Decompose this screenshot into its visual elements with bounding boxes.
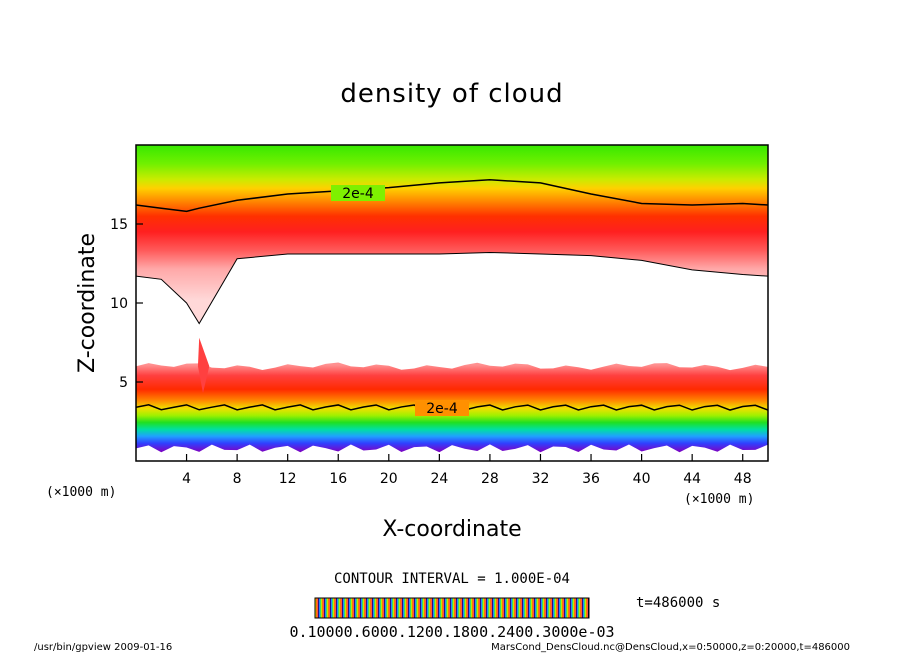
colorbar-labels: 0.10000.6000.1200.1800.2400.3000e-03 — [289, 623, 614, 641]
plot-area: 2e-4 2e-4 — [136, 145, 768, 461]
contour-interval: CONTOUR INTERVAL = 1.000E-04 — [334, 571, 570, 587]
x-tick-label: 8 — [233, 471, 242, 487]
upper-bottom-contour-line — [136, 251, 768, 325]
x-tick-label: 24 — [430, 471, 448, 487]
y-tick-label: 15 — [110, 217, 128, 233]
x-tick-label: 40 — [633, 471, 651, 487]
time-label: t=486000 s — [636, 595, 720, 611]
x-axis-label: X-coordinate — [382, 517, 521, 542]
y-tick-label: 5 — [119, 375, 128, 391]
upper-cloud-layer — [136, 145, 768, 324]
colorbar — [314, 597, 590, 619]
x-tick-label: 12 — [279, 471, 297, 487]
x-tick-label: 32 — [532, 471, 550, 487]
x-tick-label: 44 — [683, 471, 701, 487]
x-unit-right: (×1000 m) — [684, 492, 754, 507]
y-tick-label: 10 — [110, 296, 128, 312]
lower-contour-label-bg — [415, 400, 469, 416]
footer-left: /usr/bin/gpview 2009-01-16 — [34, 642, 172, 653]
x-tick-label: 48 — [734, 471, 752, 487]
cloud-spike — [197, 337, 210, 394]
x-tick-label: 16 — [329, 471, 347, 487]
upper-contour-label: 2e-4 — [342, 186, 374, 202]
x-unit-left: (×1000 m) — [46, 485, 116, 500]
x-axis: 4 8 12 16 20 24 28 32 36 40 44 48 — [182, 454, 752, 487]
footer-right: MarsCond_DensCloud.nc@DensCloud,x=0:5000… — [491, 642, 850, 653]
y-axis: 5 10 15 — [110, 217, 143, 391]
x-tick-label: 28 — [481, 471, 499, 487]
chart-title: density of cloud — [340, 79, 563, 109]
upper-contour-label-bg — [331, 185, 385, 201]
upper-contour-line — [136, 179, 768, 213]
x-tick-label: 36 — [582, 471, 600, 487]
lower-contour-label: 2e-4 — [426, 401, 458, 417]
x-tick-label: 4 — [182, 471, 191, 487]
x-tick-label: 20 — [380, 471, 398, 487]
y-axis-label: Z-coordinate — [75, 233, 100, 373]
